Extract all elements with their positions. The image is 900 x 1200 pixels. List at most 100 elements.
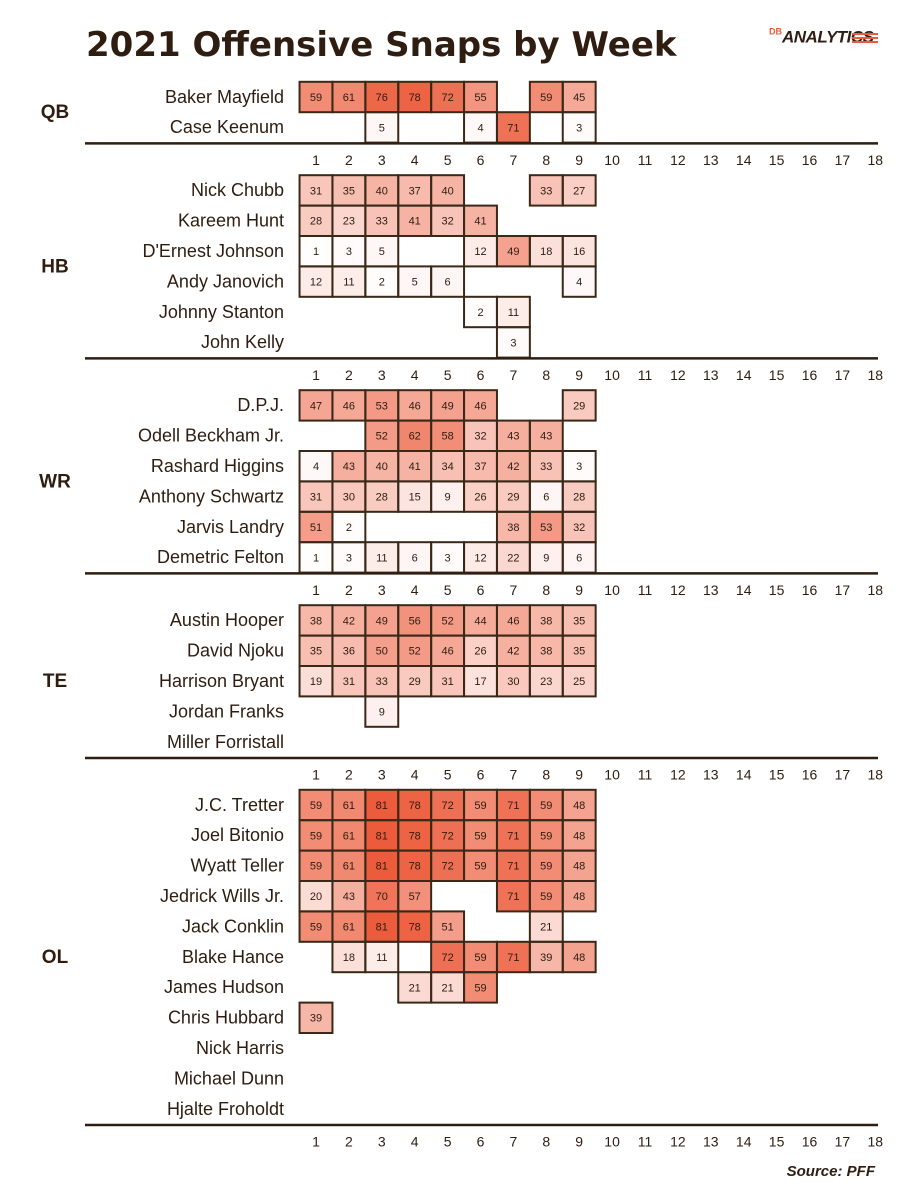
cell — [332, 236, 366, 267]
cell — [332, 820, 366, 851]
cell — [365, 451, 399, 482]
cell-label: 3 — [510, 337, 516, 349]
x-tick-label: 5 — [444, 152, 452, 168]
cell-border — [430, 265, 466, 298]
cell-label: 38 — [507, 522, 519, 534]
cell-border — [561, 665, 597, 698]
cell-label: 72 — [441, 830, 453, 842]
cell — [332, 175, 366, 206]
cell-label: 34 — [441, 461, 453, 473]
cell — [464, 666, 497, 697]
cell-label: 18 — [343, 952, 355, 964]
cell-label: 48 — [573, 891, 585, 903]
cell — [365, 881, 399, 912]
cell-label: 28 — [310, 216, 322, 228]
x-tick-label: 15 — [769, 367, 785, 383]
cell — [332, 881, 366, 912]
cell — [464, 205, 497, 236]
cell — [398, 542, 432, 573]
cell-label: 78 — [409, 861, 421, 873]
x-tick-label: 18 — [868, 582, 884, 598]
x-tick-label: 1 — [312, 767, 320, 783]
cell — [431, 451, 465, 482]
cell-label: 55 — [474, 92, 486, 104]
cell — [365, 420, 399, 451]
cell-label: 51 — [441, 922, 453, 934]
x-tick-label: 12 — [670, 152, 686, 168]
cell — [398, 789, 432, 821]
cell-label: 51 — [310, 522, 322, 534]
cell — [398, 481, 432, 512]
cell-label: 46 — [474, 400, 486, 412]
cell — [464, 451, 497, 482]
cell-borders: 38 42 49 56 52 44 46 38 35 35 36 50 52 46 26 42 38 35 19 31… — [298, 604, 597, 728]
cell-label: 9 — [445, 492, 451, 504]
cell-label: 9 — [379, 707, 385, 719]
x-tick-label: 15 — [769, 582, 785, 598]
chart-title: 2021 Offensive Snaps by Week — [86, 25, 678, 65]
x-tick-label: 11 — [638, 582, 653, 598]
x-tick-label: 8 — [542, 367, 550, 383]
cell — [299, 236, 333, 267]
cell — [529, 542, 563, 573]
cell — [562, 666, 596, 697]
cell-label: 36 — [343, 646, 355, 658]
cell — [529, 941, 563, 973]
cell-label: 72 — [441, 800, 453, 812]
group-label: WR — [39, 471, 71, 492]
x-tick-label: 10 — [604, 152, 620, 168]
cell — [299, 635, 333, 666]
cell-label: 59 — [310, 922, 322, 934]
cell-label: 72 — [441, 861, 453, 873]
cell — [529, 850, 563, 881]
player-name: James Hudson — [164, 977, 284, 997]
cell — [464, 789, 497, 821]
cell — [299, 542, 333, 573]
cell-border — [561, 940, 597, 974]
source: Source: PFF — [787, 1163, 876, 1180]
cell — [529, 420, 563, 451]
cell — [332, 850, 366, 881]
cell-label: 35 — [310, 646, 322, 658]
cell-label: 81 — [376, 922, 388, 934]
cell-label: 32 — [441, 216, 453, 228]
cell-label: 78 — [409, 922, 421, 934]
cell-label: 59 — [474, 861, 486, 873]
cell-label: 1 — [313, 246, 319, 258]
cell-label: 31 — [310, 492, 322, 504]
cell-label: 59 — [310, 92, 322, 104]
cell — [299, 789, 333, 821]
cell — [332, 666, 366, 697]
x-tick-label: 12 — [670, 582, 686, 598]
x-tick-label: 13 — [703, 582, 719, 598]
cell — [464, 820, 497, 851]
cell-border — [298, 1001, 334, 1034]
cell — [464, 236, 497, 267]
cell-label: 25 — [573, 676, 585, 688]
x-tick-label: 10 — [604, 767, 620, 783]
cell — [398, 175, 432, 206]
cell — [496, 420, 530, 451]
player-name: Odell Beckham Jr. — [138, 426, 284, 446]
cell — [332, 635, 366, 666]
x-tick-label: 7 — [510, 1134, 518, 1150]
cell — [529, 635, 563, 666]
cell-label: 3 — [445, 552, 451, 564]
x-tick-label: 14 — [736, 767, 752, 783]
cell — [365, 542, 399, 573]
x-tick-label: 14 — [736, 152, 752, 168]
cell-label: 11 — [508, 307, 519, 319]
player-name: Rashard Higgins — [151, 456, 284, 476]
cell-border — [463, 971, 498, 1004]
player-name: Demetric Felton — [157, 547, 284, 567]
cells — [299, 390, 596, 573]
player-name: Hjalte Froholdt — [167, 1099, 284, 1119]
player-name: D'Ernest Johnson — [142, 241, 284, 261]
x-tick-label: 6 — [477, 1134, 485, 1150]
cells — [299, 605, 596, 727]
cell — [365, 112, 399, 143]
x-tick-label: 12 — [670, 367, 686, 383]
cell — [299, 205, 333, 236]
cell-label: 40 — [376, 461, 388, 473]
cell-label: 18 — [540, 246, 552, 258]
